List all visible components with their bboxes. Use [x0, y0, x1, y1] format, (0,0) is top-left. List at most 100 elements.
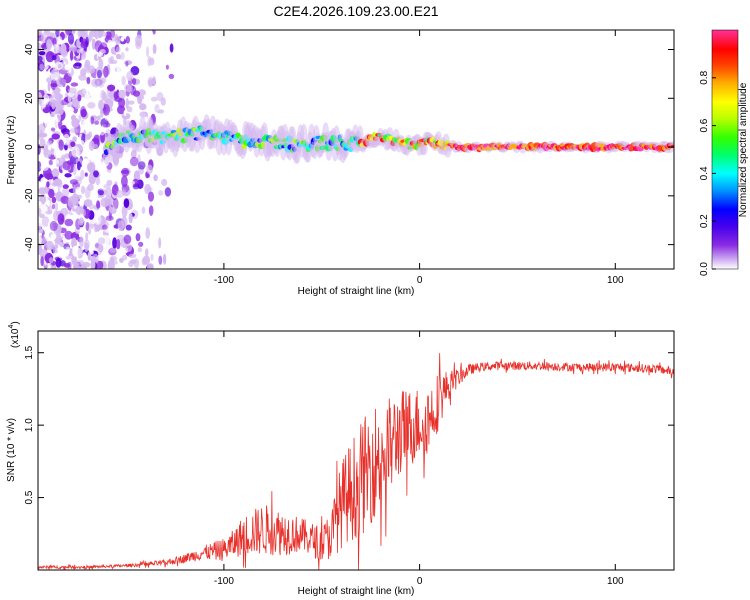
heatmap-cell	[84, 59, 91, 69]
heatmap-cell	[74, 62, 82, 67]
heatmap-cell	[92, 124, 99, 130]
heatmap-cell	[112, 237, 117, 250]
heatmap-cell	[49, 100, 58, 108]
heatmap-cell	[38, 55, 43, 62]
heatmap-cell	[64, 64, 69, 71]
heatmap-cell	[88, 227, 92, 235]
heatmap-cell	[68, 106, 75, 113]
heatmap-cell	[156, 109, 165, 114]
heatmap-cell	[48, 257, 54, 263]
snr-ylabel: SNR (10 * v/v)	[6, 418, 17, 482]
x-tick-label: 0	[417, 275, 423, 286]
heatmap-cell	[57, 77, 67, 87]
heatmap-cell	[88, 131, 93, 139]
heatmap-cell	[88, 65, 96, 74]
heatmap-cell	[57, 36, 63, 45]
y-tick-label: 1.5	[24, 345, 35, 359]
heatmap-cell	[50, 116, 59, 128]
heatmap-cell	[125, 243, 133, 252]
heatmap-cell	[77, 247, 82, 259]
heatmap-cell	[96, 260, 104, 269]
heatmap-cell	[99, 109, 104, 118]
snr-panel: -100 0 100 0.5 1.0 1.5 Height of straight lin…	[6, 321, 675, 597]
heatmap-cell	[38, 51, 46, 56]
heatmap-cell	[50, 127, 56, 132]
heatmap-cell	[158, 255, 163, 265]
heatmap-cell	[87, 102, 96, 109]
heatmap-cell	[124, 83, 132, 92]
heatmap-cell	[103, 65, 109, 78]
heatmap-cell	[53, 148, 59, 158]
colorbar-label: Normalized spectral amplitude	[738, 82, 749, 217]
snr-series-line	[38, 353, 674, 570]
heatmap-cell	[102, 104, 111, 116]
heatmap-cell	[118, 89, 127, 99]
heatmap-cell	[91, 78, 100, 88]
colorbar-tick-label: 0.2	[699, 214, 710, 228]
heatmap-cell	[58, 252, 65, 259]
snr-frame	[37, 330, 675, 571]
spectrogram-xlabel: Height of straight line (km)	[298, 286, 415, 297]
heatmap-cell	[90, 156, 94, 162]
heatmap-cell	[90, 259, 96, 269]
y-tick-label: 20	[24, 92, 35, 104]
heatmap-cell	[40, 177, 47, 188]
snr-scale-exp: 4	[8, 325, 15, 329]
heatmap-cell	[118, 97, 126, 109]
heatmap-cell	[82, 119, 91, 127]
heatmap-cell	[85, 232, 89, 241]
heatmap-cell	[79, 236, 84, 248]
heatmap-cell	[148, 205, 154, 217]
heatmap-cell	[88, 140, 95, 151]
heatmap-cell	[57, 213, 65, 225]
heatmap-cell	[138, 89, 146, 96]
heatmap-cell	[116, 163, 125, 169]
heatmap-cell	[123, 110, 127, 116]
y-tick-label: -20	[24, 188, 35, 203]
colorbar-tick-label: 0.6	[699, 118, 710, 132]
snr-scale-label: (x104)	[8, 321, 21, 348]
y-tick-label: 1.0	[24, 418, 35, 432]
heatmap-cell	[132, 77, 137, 85]
heatmap-cell	[63, 263, 71, 268]
x-tick-label: 100	[607, 275, 624, 286]
heatmap-cell	[64, 230, 73, 240]
heatmap-cell	[90, 190, 99, 202]
heatmap-cell	[79, 30, 88, 37]
heatmap-cell	[105, 187, 113, 198]
heatmap-cell	[58, 139, 64, 151]
heatmap-cell	[70, 82, 79, 87]
heatmap-cell	[51, 203, 56, 210]
y-tick-label: 40	[24, 44, 35, 56]
heatmap-cell	[80, 185, 86, 195]
heatmap-cell	[47, 205, 53, 214]
heatmap-cell	[81, 261, 91, 268]
heatmap-cell	[107, 39, 113, 47]
heatmap-cell	[45, 240, 54, 251]
y-tick-label: 0.5	[24, 490, 35, 504]
heatmap-cell	[145, 46, 150, 58]
heatmap-cell	[40, 256, 44, 267]
heatmap-cell	[64, 173, 72, 178]
heatmap-cell	[137, 161, 146, 170]
heatmap-cell	[169, 43, 174, 53]
heatmap-cell	[147, 55, 152, 67]
heatmap-cell	[138, 241, 144, 247]
heatmap-cell	[115, 36, 121, 45]
heatmap-cell	[85, 36, 89, 48]
heatmap-cell	[135, 233, 141, 242]
heatmap-cell	[69, 50, 74, 61]
heatmap-cell	[90, 235, 97, 243]
heatmap-cell	[150, 96, 158, 102]
heatmap-cell	[55, 257, 62, 268]
heatmap-cell	[78, 114, 82, 122]
heatmap-cell	[48, 188, 55, 199]
snr-ticks: -100 0 100 0.5 1.0 1.5	[24, 331, 674, 587]
heatmap-cell	[45, 30, 51, 36]
heatmap-cell	[117, 220, 125, 232]
x-tick-label: 100	[607, 576, 624, 587]
heatmap-cell	[47, 81, 51, 92]
heatmap-cell	[38, 91, 43, 103]
heatmap-cell	[146, 173, 150, 178]
